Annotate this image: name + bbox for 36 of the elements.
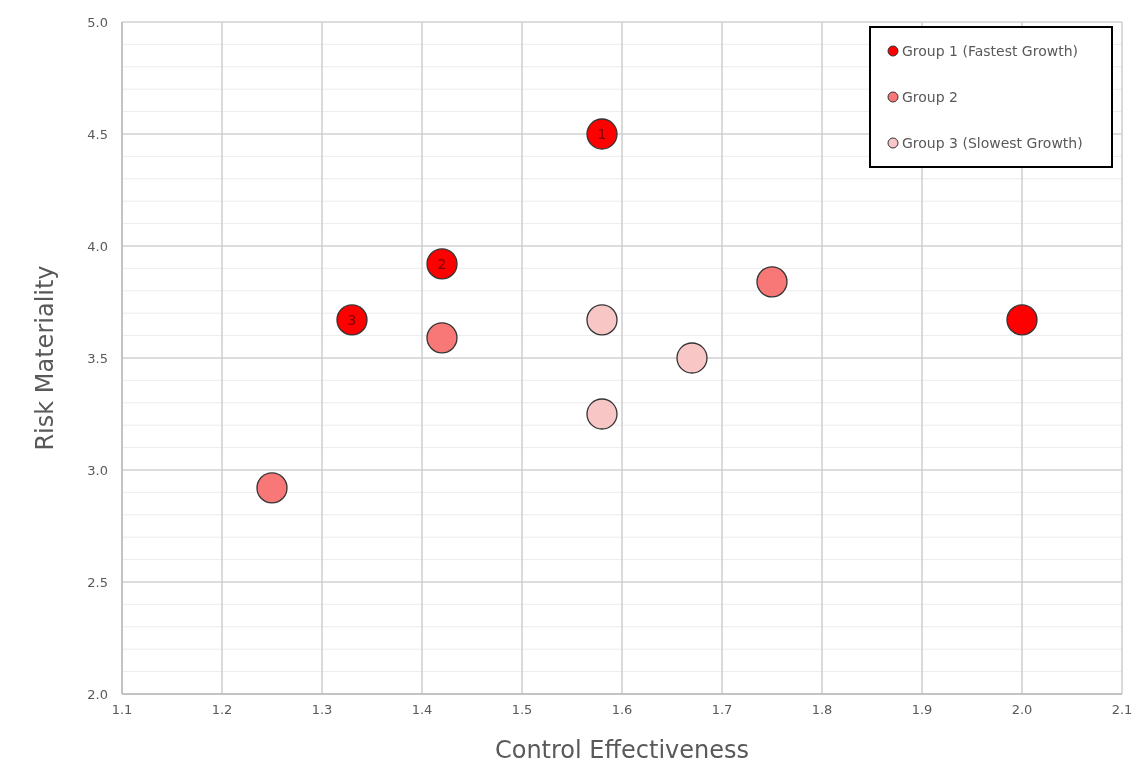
y-tick-label: 5.0	[87, 15, 108, 30]
y-axis-title: Risk Materiality	[31, 265, 59, 451]
y-tick-label: 2.5	[87, 575, 108, 590]
legend-label: Group 3 (Slowest Growth)	[902, 135, 1083, 151]
y-tick-label: 3.5	[87, 351, 108, 366]
x-tick-label: 1.1	[111, 702, 133, 717]
annotation: 2	[437, 255, 447, 272]
x-tick-label: 1.2	[211, 702, 233, 717]
x-tick-label: 1.9	[911, 702, 933, 717]
x-tick-label: 1.5	[511, 702, 533, 717]
x-tick-label: 2.0	[1011, 702, 1033, 717]
point	[336, 304, 368, 336]
legend-label: Group 1 (Fastest Growth)	[902, 43, 1079, 59]
point	[256, 472, 288, 504]
x-tick-label: 1.8	[811, 702, 833, 717]
y-tick-label: 3.0	[87, 463, 108, 478]
x-tick-label: 1.7	[711, 702, 733, 717]
x-tick-label: 1.6	[611, 702, 633, 717]
point	[426, 248, 458, 280]
point	[586, 304, 618, 336]
point	[586, 118, 618, 150]
x-tick-label: 2.1	[1111, 702, 1133, 717]
y-tick-label: 4.5	[87, 127, 108, 142]
point	[756, 266, 788, 298]
x-tick-label: 1.4	[411, 702, 433, 717]
y-tick-label: 2.0	[87, 687, 108, 702]
point	[676, 342, 708, 374]
y-tick-label: 4.0	[87, 239, 108, 254]
annotation: 1	[597, 126, 607, 142]
legend-label: Group 2	[902, 89, 958, 105]
point	[426, 322, 458, 354]
x-tick-label: 1.3	[311, 702, 333, 717]
x-axis-title: Control Effectiveness	[494, 736, 750, 764]
point	[1006, 304, 1038, 336]
annotation: 3	[347, 311, 357, 328]
point	[586, 398, 618, 430]
